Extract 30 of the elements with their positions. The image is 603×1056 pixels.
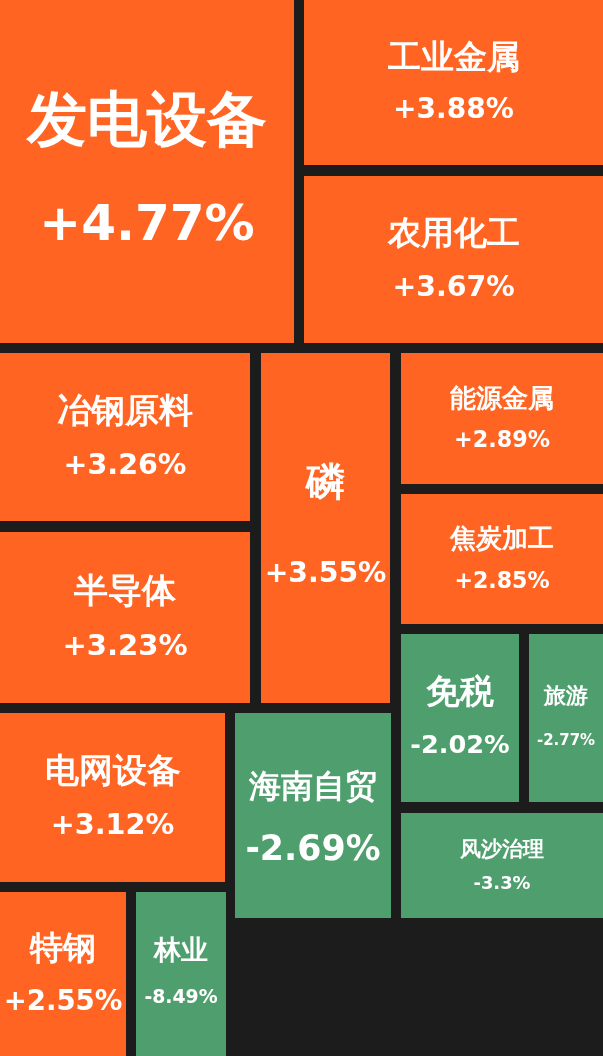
data-label: -2.02% (410, 728, 510, 759)
data-label: +3.26% (63, 446, 187, 481)
category-label: 特钢 (29, 928, 96, 967)
data-label: +3.12% (50, 807, 175, 842)
category-label: 工业金属 (386, 36, 520, 76)
category-label: 林业 (153, 934, 208, 965)
data-label: +3.67% (392, 269, 515, 303)
data-label: +3.55% (264, 556, 387, 590)
data-label: -2.77% (536, 731, 596, 750)
category-label: 焦炭加工 (449, 523, 554, 554)
category-label: 磷 (304, 458, 345, 504)
data-label: +2.55% (3, 984, 123, 1017)
data-label: +4.77% (39, 194, 255, 253)
data-label: +2.85% (454, 566, 550, 593)
category-label: 风沙治理 (459, 836, 544, 861)
category-label: 农用化工 (386, 213, 520, 253)
data-label: -3.3% (473, 871, 531, 893)
category-label: 电网设备 (44, 750, 181, 790)
category-label: 旅游 (543, 681, 588, 708)
category-label: 免税 (426, 671, 494, 711)
data-label: +2.89% (454, 426, 550, 453)
data-label: +3.88% (393, 92, 514, 126)
category-label: 能源金属 (450, 382, 554, 413)
data-label: +3.23% (62, 627, 188, 662)
category-label: 半导体 (73, 570, 177, 611)
category-label: 发电设备 (25, 84, 267, 155)
category-label: 冶钢原料 (57, 390, 193, 430)
data-label: -2.69% (245, 828, 381, 869)
category-label: 海南自贸 (248, 767, 377, 804)
data-label: -8.49% (144, 986, 218, 1008)
